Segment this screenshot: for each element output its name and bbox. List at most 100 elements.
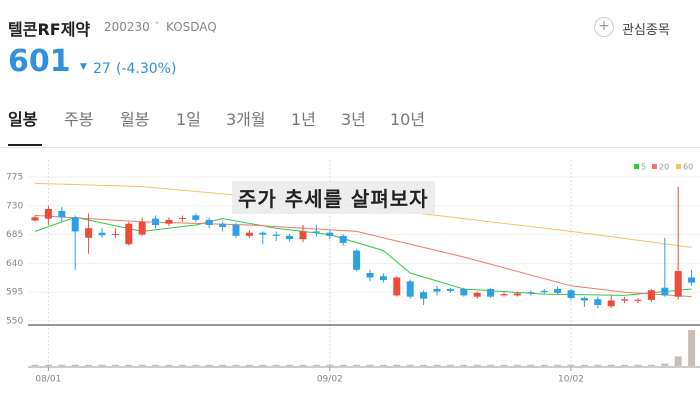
legend-swatch <box>652 164 657 169</box>
candle-body <box>152 218 160 225</box>
candle-body <box>647 290 655 300</box>
volume-bar <box>152 364 160 366</box>
tab[interactable]: 3년 <box>341 110 366 129</box>
volume-bar <box>366 364 374 366</box>
stock-name: 텔콘RF제약 <box>8 20 91 39</box>
y-tick-label: 640 <box>6 259 23 269</box>
candle-body <box>326 232 334 236</box>
tab[interactable]: 3개월 <box>226 110 266 129</box>
candle-body <box>567 290 575 298</box>
volume-bar <box>31 364 39 366</box>
price: 601 <box>8 44 71 79</box>
tab[interactable]: 1일 <box>176 110 201 129</box>
candle-body <box>433 289 441 292</box>
candle-body <box>312 231 320 233</box>
candle-body <box>58 210 66 218</box>
volume-bar <box>621 364 629 366</box>
volume-bar <box>554 364 562 366</box>
candle-body <box>661 287 669 296</box>
candle-body <box>178 217 186 219</box>
volume-bar <box>661 363 669 366</box>
volume-bar <box>232 364 240 366</box>
x-tick-label: 08/01 <box>35 375 61 385</box>
volume-bar <box>326 364 334 366</box>
candle-body <box>85 228 93 238</box>
volume-bar <box>312 364 320 366</box>
volume-bar <box>567 364 575 366</box>
y-tick-label: 685 <box>6 230 23 240</box>
candle-body <box>353 250 361 270</box>
tab[interactable]: 주봉 <box>64 110 94 129</box>
candle-body <box>111 233 119 235</box>
candle-body <box>634 299 642 301</box>
watch-icon[interactable]: + <box>594 17 614 37</box>
candle-body <box>473 292 481 297</box>
volume-bar <box>98 364 106 366</box>
stock-code: 200230 <box>104 20 150 34</box>
candle-body <box>621 299 629 301</box>
candle-body <box>339 235 347 243</box>
candle-body <box>688 277 696 283</box>
tab[interactable]: 월봉 <box>120 110 150 129</box>
tab-underline <box>8 144 42 146</box>
overlay-caption: 주가 추세를 살펴보자 <box>232 181 435 214</box>
tab[interactable]: 10년 <box>390 110 426 129</box>
legend-swatch <box>676 164 681 169</box>
candle-body <box>460 289 468 296</box>
volume-bar <box>406 364 414 366</box>
volume-bar <box>487 364 495 366</box>
candle-body <box>245 232 253 236</box>
candle-body <box>31 217 39 221</box>
candle-body <box>165 219 173 224</box>
volume-bar <box>607 364 615 366</box>
y-tick-label: 595 <box>6 288 23 298</box>
legend-label: 60 <box>683 163 693 172</box>
volume-bar <box>85 364 93 366</box>
candle-body <box>446 289 454 291</box>
change: 27 <box>93 61 111 77</box>
y-tick-label: 550 <box>6 317 23 327</box>
volume-bar <box>165 364 173 366</box>
volume-bar <box>634 364 642 366</box>
candle-body <box>500 294 508 296</box>
candle-body <box>554 289 562 293</box>
candle-body <box>594 299 602 305</box>
divider <box>0 147 700 148</box>
volume-bar <box>540 364 548 366</box>
volume-bar <box>58 364 66 366</box>
tab[interactable]: 1년 <box>291 110 316 129</box>
separator: • <box>154 18 160 29</box>
candle-body <box>420 292 428 299</box>
volume-bar <box>245 364 253 366</box>
candle-body <box>125 223 133 245</box>
candle-body <box>540 290 548 293</box>
candle-body <box>406 281 414 297</box>
candle-body <box>299 231 307 240</box>
volume-bar <box>138 364 146 366</box>
volume-bar <box>299 364 307 366</box>
candle-body <box>607 300 615 307</box>
tab[interactable]: 일봉 <box>8 110 38 129</box>
volume-bar <box>286 364 294 366</box>
change-pct: (-4.30%) <box>116 61 177 77</box>
candle-body <box>205 219 213 225</box>
volume-bar <box>393 364 401 366</box>
volume-bar <box>111 364 119 366</box>
volume-bar <box>420 364 428 366</box>
volume-bar <box>460 364 468 366</box>
watch-button[interactable]: 관심종목 <box>622 23 670 38</box>
y-tick-label: 775 <box>6 173 23 183</box>
volume-bar <box>527 364 535 366</box>
candle-body <box>192 215 200 220</box>
volume-bar <box>433 364 441 366</box>
candle-body <box>379 276 387 281</box>
volume-bar <box>71 364 79 366</box>
ma-line <box>34 214 692 298</box>
x-tick-label: 09/02 <box>317 375 343 385</box>
candle-body <box>272 234 280 236</box>
volume-bar <box>594 364 602 366</box>
candle-body <box>98 232 106 236</box>
candle-body <box>366 273 374 278</box>
